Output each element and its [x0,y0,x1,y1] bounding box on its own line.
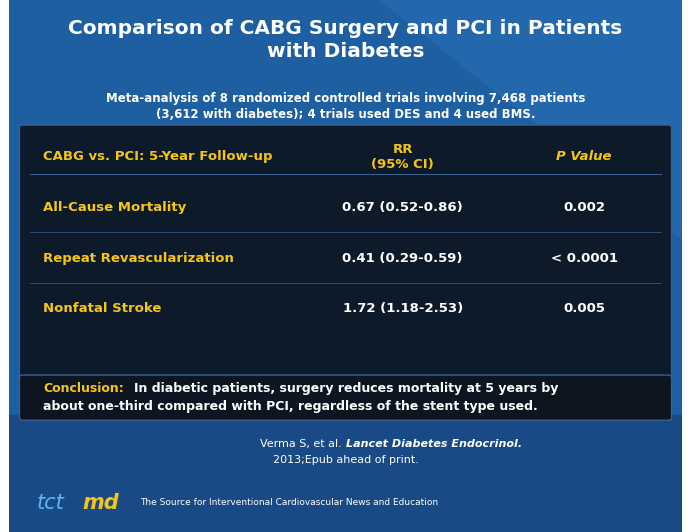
Bar [10,415,681,532]
Text: 1.72 (1.18-2.53): 1.72 (1.18-2.53) [343,302,463,315]
Text: 0.67 (0.52-0.86): 0.67 (0.52-0.86) [342,201,463,214]
Text: 0.41 (0.29-0.59): 0.41 (0.29-0.59) [343,252,463,264]
Text: RR
(95% CI): RR (95% CI) [371,143,434,171]
Text: In diabetic patients, surgery reduces mortality at 5 years by: In diabetic patients, surgery reduces mo… [134,383,558,395]
Text: Meta-analysis of 8 randomized controlled trials involving 7,468 patients
(3,612 : Meta-analysis of 8 randomized controlled… [106,92,585,121]
Text: < 0.0001: < 0.0001 [551,252,618,264]
Text: Verma S, et al.: Verma S, et al. [261,439,346,449]
Polygon shape [379,0,681,239]
Text: Repeat Revascularization: Repeat Revascularization [43,252,234,264]
Text: about one-third compared with PCI, regardless of the stent type used.: about one-third compared with PCI, regar… [43,400,538,413]
Text: 2013;Epub ahead of print.: 2013;Epub ahead of print. [272,455,419,465]
FancyBboxPatch shape [19,125,672,378]
Text: tct: tct [36,493,64,513]
Text: Comparison of CABG Surgery and PCI in Patients
with Diabetes: Comparison of CABG Surgery and PCI in Pa… [68,19,623,61]
Text: P Value: P Value [556,151,612,163]
Text: Conclusion:: Conclusion: [43,383,124,395]
Text: All-Cause Mortality: All-Cause Mortality [43,201,187,214]
Text: Nonfatal Stroke: Nonfatal Stroke [43,302,162,315]
Text: Lancet Diabetes Endocrinol.: Lancet Diabetes Endocrinol. [346,439,522,449]
Text: 0.005: 0.005 [563,302,605,315]
Text: CABG vs. PCI: 5-Year Follow-up: CABG vs. PCI: 5-Year Follow-up [43,151,272,163]
Bar [10,0,681,415]
Text: The Source for Interventional Cardiovascular News and Education: The Source for Interventional Cardiovasc… [140,498,439,507]
Text: 0.002: 0.002 [563,201,605,214]
FancyBboxPatch shape [19,375,672,420]
Text: md: md [82,493,119,513]
